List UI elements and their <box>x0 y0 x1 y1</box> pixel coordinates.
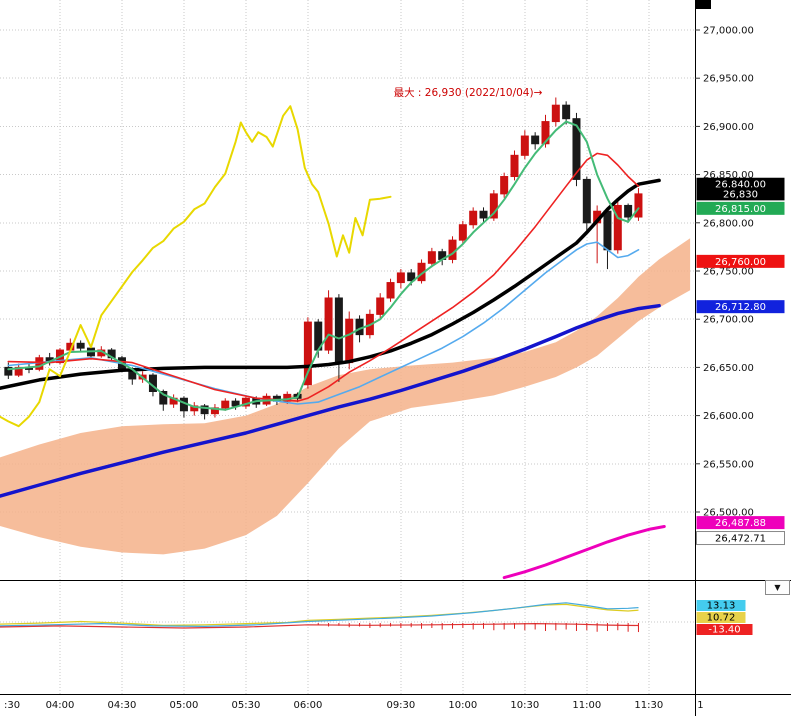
price-tag-label: 26,840.00 <box>715 180 766 191</box>
y-axis-label: 26,550.00 <box>703 459 754 470</box>
y-axis-label: 26,700.00 <box>703 315 754 326</box>
candlestick <box>76 342 85 349</box>
price-tag-label: 26,760.00 <box>715 257 766 268</box>
x-axis-label: 11:00 <box>572 700 601 711</box>
candlestick <box>624 204 633 218</box>
y-axis-label: 26,500.00 <box>703 508 754 519</box>
candlestick <box>613 204 622 251</box>
candlestick <box>541 121 550 145</box>
ichimoku-cloud <box>0 238 691 555</box>
index-overlay-yellow-line <box>0 105 392 428</box>
candlestick <box>603 210 612 251</box>
candlestick <box>200 405 209 415</box>
price-tag <box>696 516 785 530</box>
y-axis-label: 26,800.00 <box>703 218 754 229</box>
candlestick <box>4 366 13 376</box>
candles <box>4 97 643 420</box>
price-tag <box>696 531 785 546</box>
sub-chart-tag-label: 10.72 <box>707 613 736 624</box>
candlestick <box>159 391 168 405</box>
candlestick <box>427 251 436 264</box>
chevron-down-icon: ▼ <box>774 583 781 592</box>
price-tag-label: 26,487.88 <box>715 518 766 529</box>
x-axis-label: 1 <box>697 700 703 711</box>
candlestick <box>500 176 509 195</box>
candlestick <box>531 135 540 145</box>
price-tag-label: 26,472.71 <box>715 534 766 545</box>
x-axis-label: 10:00 <box>448 700 477 711</box>
x-axis-label: 09:30 <box>386 700 415 711</box>
candlestick <box>562 104 571 120</box>
price-tag <box>696 254 785 268</box>
osc-yellow-line <box>0 603 639 626</box>
candlestick <box>448 239 457 260</box>
candlestick <box>634 193 643 218</box>
x-axis-label: 10:30 <box>510 700 539 711</box>
candlestick <box>510 154 519 178</box>
x-axis-label: :30 <box>4 700 20 711</box>
x-axis-label: 11:30 <box>634 700 663 711</box>
candlestick <box>479 210 488 219</box>
x-axis-label: 06:00 <box>293 700 322 711</box>
ma-mid-red-line <box>7 152 640 402</box>
x-axis-label: 05:00 <box>170 700 199 711</box>
sub-chart-tag <box>696 624 753 635</box>
sub-chart-tag-label: 13.13 <box>707 601 736 612</box>
candlestick <box>489 193 498 219</box>
candlestick <box>469 210 478 226</box>
candlestick <box>324 297 333 351</box>
sub-chart-tag <box>696 612 746 623</box>
candlestick <box>520 135 529 156</box>
x-axis-label: 04:30 <box>108 700 137 711</box>
price-tag-label: 26,815.00 <box>715 204 766 215</box>
y-axis-label: 26,850.00 <box>703 170 754 181</box>
price-tag <box>696 300 785 314</box>
axis-corner-box <box>695 0 711 9</box>
y-axis-label: 26,650.00 <box>703 363 754 374</box>
ma-verylong-magenta-line <box>502 525 666 580</box>
sub-chart-tag <box>696 600 746 611</box>
price-tag-label: 26,830 <box>723 189 758 200</box>
axis-panel-bg <box>696 0 791 716</box>
x-axis: :30 04:00 04:30 05:00 05:30 06:00 09:30 10:00 10… <box>4 700 704 711</box>
axis-dropdown-button[interactable]: ▼ <box>765 580 790 595</box>
candlestick <box>551 104 560 123</box>
candlestick <box>221 400 230 409</box>
y-axis-label: 26,900.00 <box>703 122 754 133</box>
y-axis: 27,000.00 26,950.00 26,900.00 26,850.00 26,8… <box>695 26 754 519</box>
candlestick <box>345 318 354 364</box>
candlestick <box>386 282 395 299</box>
candlestick <box>582 178 591 224</box>
y-axis-label: 27,000.00 <box>703 26 754 37</box>
y-axis-label: 26,750.00 <box>703 267 754 278</box>
x-axis-label: 05:30 <box>232 700 261 711</box>
candlestick <box>334 297 343 364</box>
candlestick <box>396 272 405 284</box>
candlestick <box>376 297 385 315</box>
candlestick <box>407 272 416 282</box>
ma-short-green-line <box>7 120 640 411</box>
y-axis-label: 26,950.00 <box>703 74 754 85</box>
candlestick <box>572 118 581 180</box>
max-price-annotation: 最大 : 26,930 (2022/10/04)→ <box>394 86 543 99</box>
price-tag <box>696 187 785 201</box>
candlestick <box>303 321 312 386</box>
ma-long-black-line <box>0 178 661 390</box>
osc-blue-line <box>0 602 639 627</box>
price-tag-label: 26,712.80 <box>715 302 766 313</box>
candlestick <box>458 224 467 241</box>
ma-verylong-blue-line <box>0 303 661 498</box>
y-axis-label: 26,600.00 <box>703 411 754 422</box>
x-axis-label: 04:00 <box>46 700 75 711</box>
price-tag <box>696 201 785 215</box>
sub-chart-tag-label: -13.40 <box>708 625 740 636</box>
